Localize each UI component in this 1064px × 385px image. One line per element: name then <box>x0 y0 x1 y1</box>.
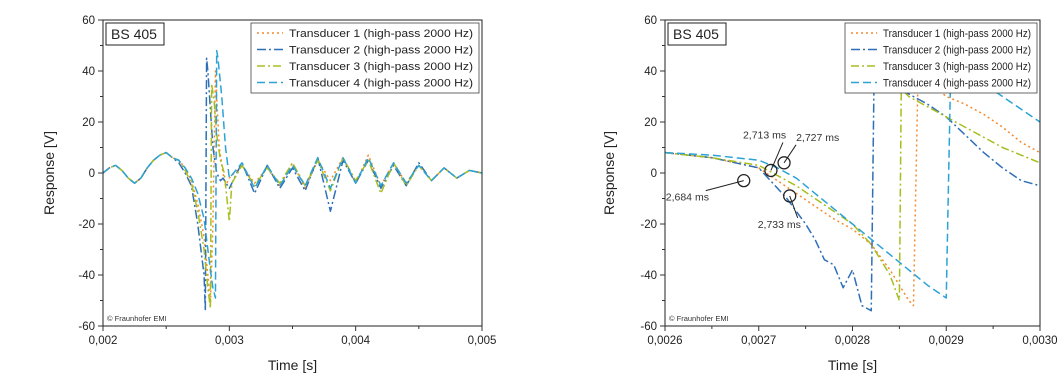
chart2-y-tick-label: 40 <box>644 66 657 78</box>
chart2-y-tick-label: -40 <box>640 270 657 282</box>
chart2-x-axis-title: Time [s] <box>828 357 877 373</box>
chart1-badge-box <box>105 22 165 46</box>
chart1-x-axis-title: Time [s] <box>268 357 317 373</box>
chart2-annotation-marker <box>783 189 797 203</box>
chart2-x-tick-label: 0,0030 <box>1022 335 1057 347</box>
chart1-series-group <box>103 49 482 312</box>
chart2-y-tick-label: 20 <box>644 117 657 129</box>
chart2-x-tick-label: 0,0029 <box>929 335 964 347</box>
chart2-legend-box <box>844 22 1038 94</box>
chart1-legend-label-1: Transducer 1 (high-pass 2000 Hz) <box>289 28 473 40</box>
chart2-copyright-note: © Fraunhofer EMI <box>669 314 729 323</box>
chart2-series-line-2 <box>665 75 1040 312</box>
chart2-annotation-marker <box>737 173 751 188</box>
chart2-badge-label: BS 405 <box>673 26 719 42</box>
chart2-legend: Transducer 1 (high-pass 2000 Hz) Transduc… <box>844 22 1038 94</box>
chart1-y-tick-label: 0 <box>89 168 95 180</box>
chart1-x-tick-label: 0,005 <box>468 335 497 347</box>
chart1-y-tick-label: -60 <box>78 321 95 333</box>
chart2-annotation-leader <box>783 144 797 164</box>
chart1-legend-label-3: Transducer 3 (high-pass 2000 Hz) <box>289 61 473 73</box>
chart1-copyright-note: © Fraunhofer EMI <box>107 314 167 323</box>
chart2-annotation-marker <box>777 156 791 170</box>
chart2-legend-label-4: Transducer 4 (high-pass 2000 Hz) <box>883 78 1031 90</box>
chart2-annotation-label: 2,684 ms <box>666 192 709 204</box>
chart1-series-line-3 <box>103 83 482 309</box>
chart1-legend-label-4: Transducer 4 (high-pass 2000 Hz) <box>289 78 473 90</box>
chart1-y-axis-title: Response [V] <box>41 131 57 215</box>
chart2-y-tick-label: -60 <box>640 321 657 333</box>
chart1-x-tick-label: 0,003 <box>215 335 244 347</box>
chart1-badge-label: BS 405 <box>111 26 157 42</box>
chart2-annotation-label: 2,733 ms <box>758 219 801 231</box>
chart1-series-line-4 <box>103 49 482 299</box>
chart2-legend-label-1: Transducer 1 (high-pass 2000 Hz) <box>883 28 1031 40</box>
chart1-y-tick-label: -20 <box>78 219 95 231</box>
chart2-legend-label-3: Transducer 3 (high-pass 2000 Hz) <box>883 61 1031 73</box>
chart1-series-line-2 <box>103 57 482 312</box>
chart2-annotation-leader <box>770 142 784 171</box>
chart1-y-tick-label: 60 <box>82 15 95 27</box>
chart2-y-tick-label: -20 <box>640 219 657 231</box>
chart1-legend-box <box>250 22 480 94</box>
chart2-annotation-marker <box>764 163 778 178</box>
chart1-legend: Transducer 1 (high-pass 2000 Hz) Transduc… <box>250 22 480 94</box>
chart2-y-tick-label: 60 <box>644 15 657 27</box>
chart2-y-axis-title: Response [V] <box>601 131 617 215</box>
chart2-panel: 0,0026 0,0027 0,0028 0,0029 0,0030 -60 -40 -20 0… <box>601 15 1058 373</box>
chart1-y-tick-label: -40 <box>78 270 95 282</box>
chart2-x-tick-label: 0,0026 <box>647 335 682 347</box>
chart2-y-tick-label: 0 <box>651 168 657 180</box>
chart1-series-line-1 <box>103 70 482 307</box>
chart1-panel: 0,002 0,003 0,004 0,005 -60 -40 -20 0 20 40 60 Time… <box>41 15 496 373</box>
chart1-legend-label-2: Transducer 2 (high-pass 2000 Hz) <box>289 45 473 57</box>
chart2-x-tick-label: 0,0028 <box>835 335 870 347</box>
chart2-badge-box <box>667 22 727 46</box>
chart2-annotation-leader <box>789 195 799 219</box>
chart1-x-tick-label: 0,004 <box>341 335 370 347</box>
chart2-series-line-4 <box>665 57 1040 299</box>
chart1-y-tick-label: 40 <box>82 66 95 78</box>
chart1-y-tick-label: 20 <box>82 117 95 129</box>
chart2-series-line-3 <box>665 88 1040 302</box>
chart2-annotation-label: 2,727 ms <box>796 132 839 144</box>
chart2-x-tick-label: 0,0027 <box>741 335 776 347</box>
chart2-annotation-label: 2,713 ms <box>743 129 786 141</box>
chart2-annotation-leader <box>705 180 744 192</box>
chart2-legend-label-2: Transducer 2 (high-pass 2000 Hz) <box>883 45 1031 57</box>
chart1-x-tick-label: 0,002 <box>89 335 118 347</box>
chart2-series-group <box>665 57 1040 312</box>
